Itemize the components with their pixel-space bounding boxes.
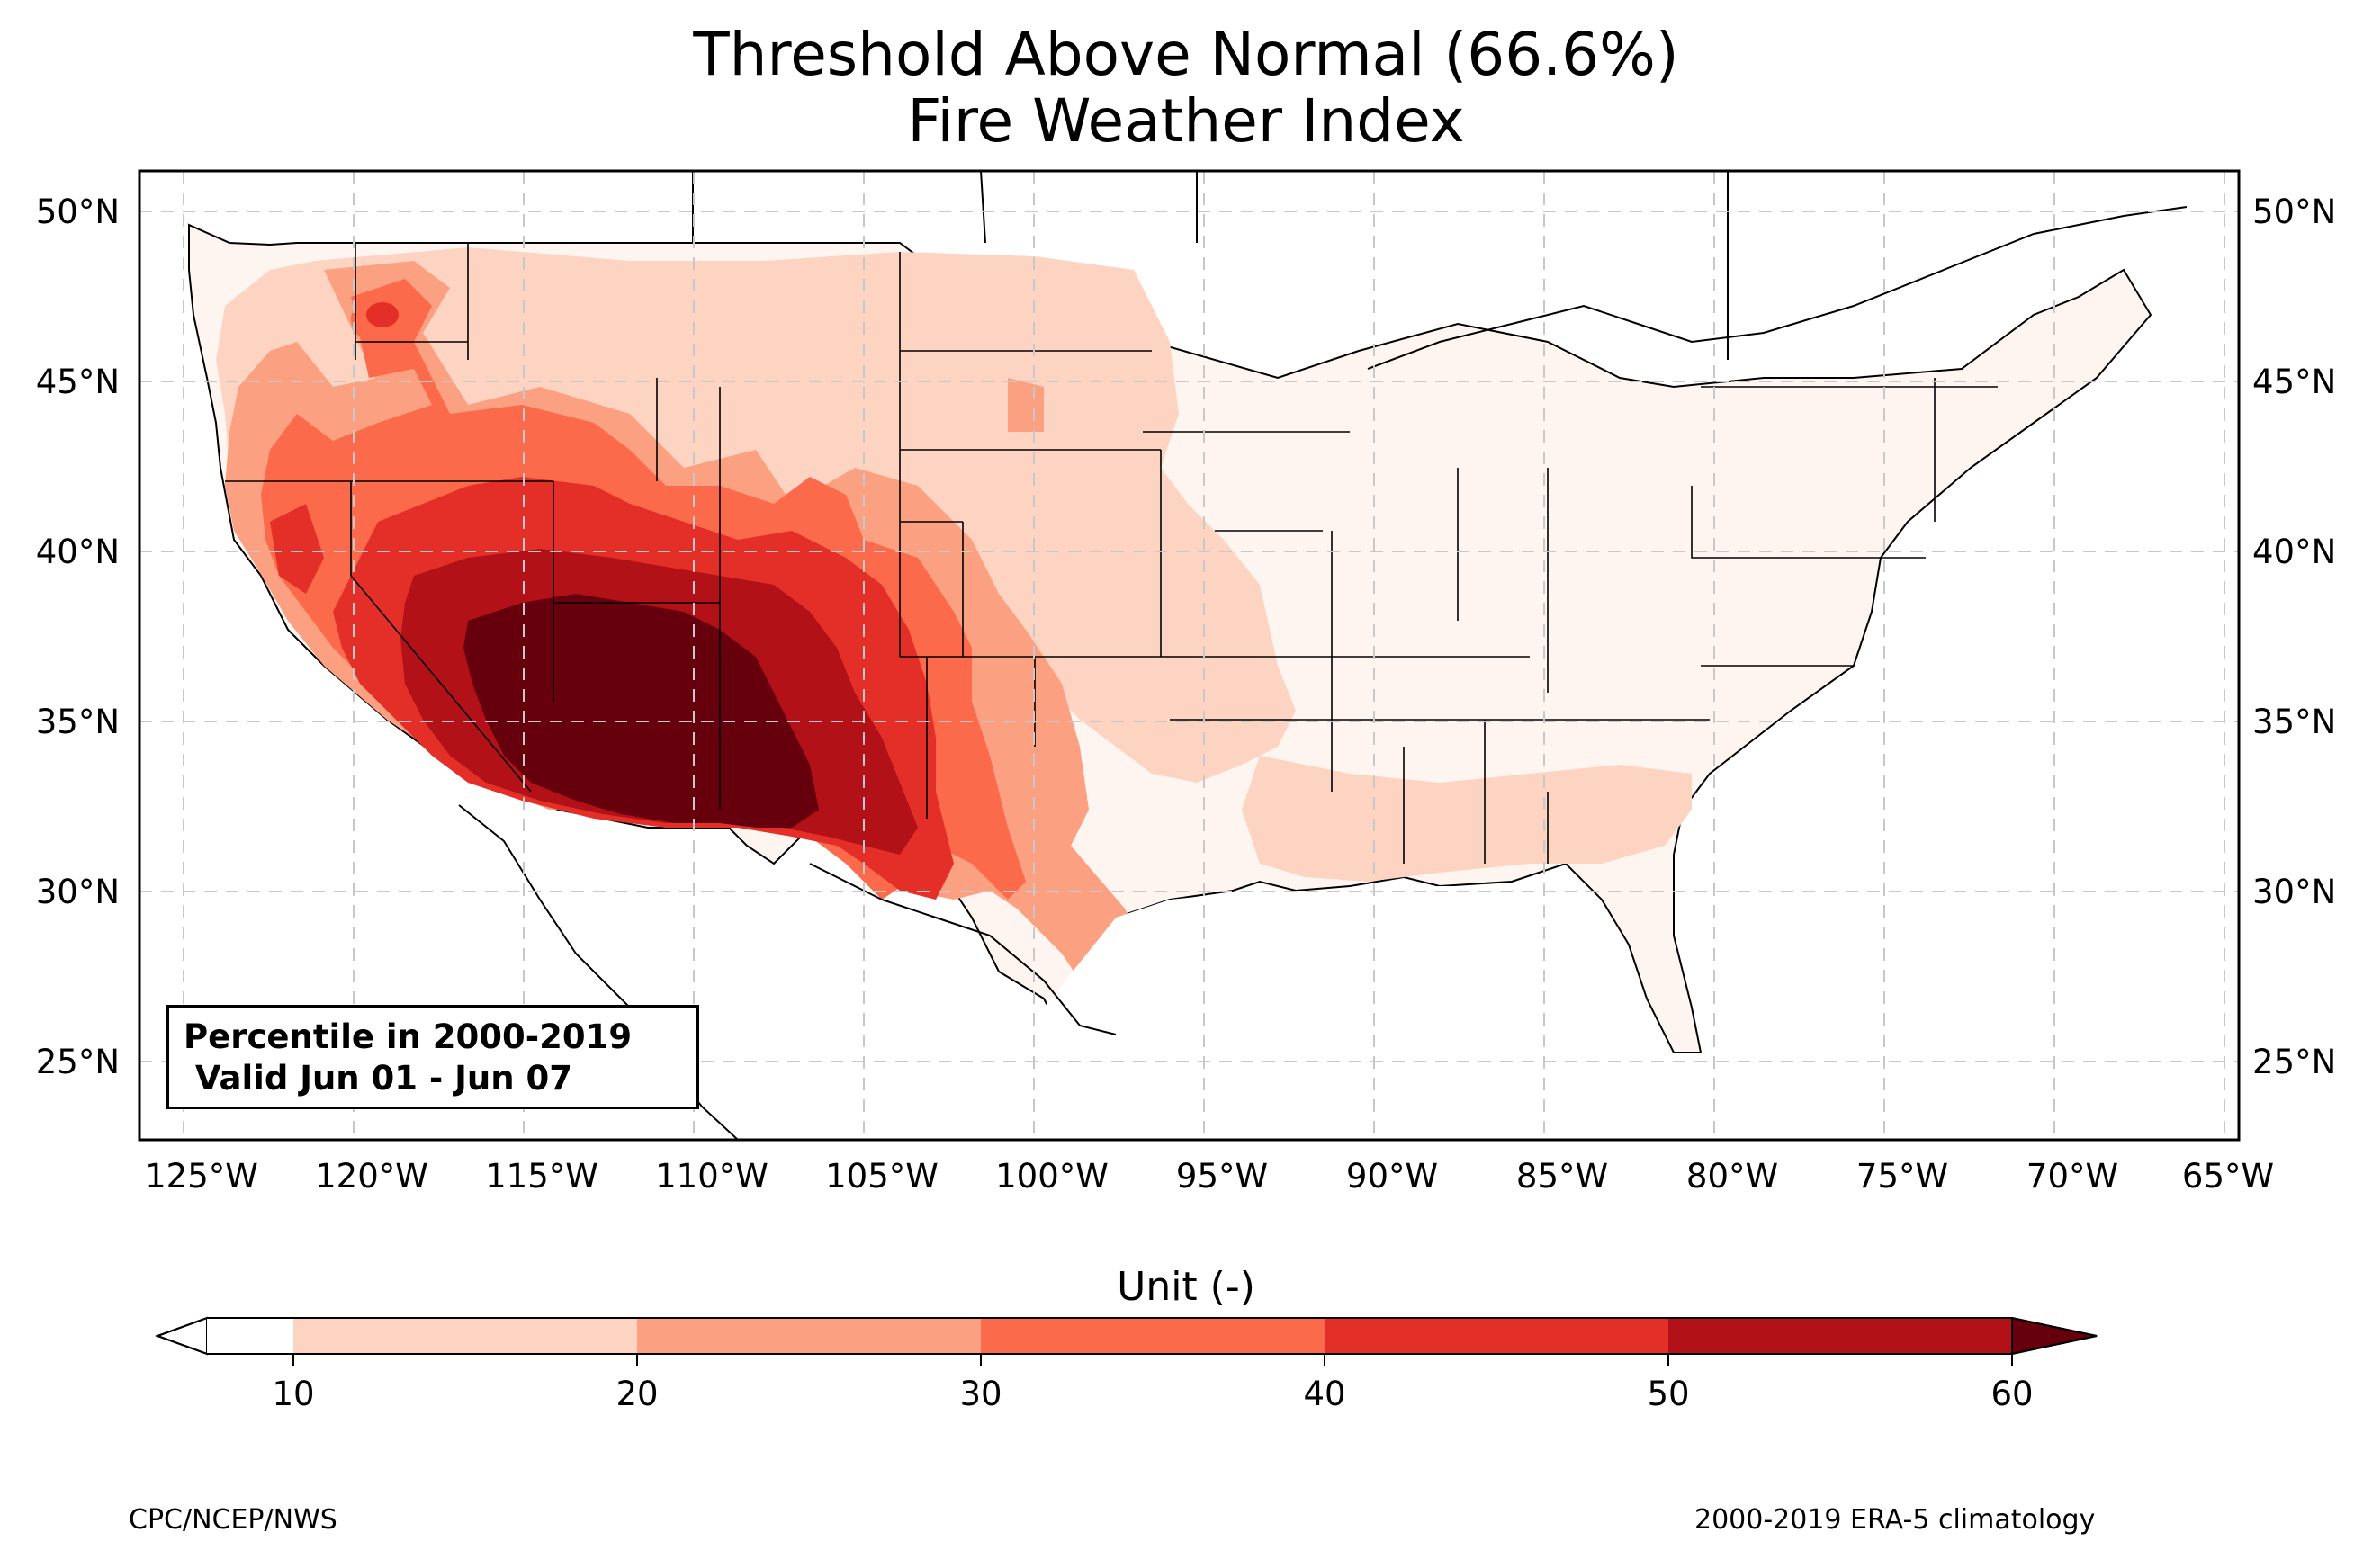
state-boundaries [225, 243, 1998, 864]
lat-tick-40n-right: 40°N [2252, 533, 2336, 571]
lon-tick-105w: 105°W [825, 1157, 939, 1196]
colorbar-tick-50: 50 [1647, 1375, 1689, 1413]
colorbar-under-fill [207, 1318, 293, 1354]
lat-tick-45n-right: 45°N [2252, 363, 2336, 401]
canada-outline [692, 171, 2188, 370]
colorbar: 10 20 30 40 50 60 [155, 1316, 2098, 1413]
colorbar-tick-30: 30 [959, 1375, 1002, 1413]
chart-title-line1: Threshold Above Normal (66.6%) [693, 20, 1679, 89]
colorbar-seg-40-50 [1325, 1318, 1668, 1354]
colorbar-title: Unit (-) [1117, 1264, 1255, 1310]
chart-title-line2: Fire Weather Index [907, 86, 1465, 156]
colorbar-tick-40: 40 [1303, 1375, 1345, 1413]
lat-tick-50n-right: 50°N [2252, 193, 2336, 231]
lat-tick-25n-right: 25°N [2252, 1043, 2336, 1081]
lat-tick-50n-left: 50°N [36, 193, 120, 231]
lat-tick-labels-left: 50°N 45°N 40°N 35°N 30°N 25°N [36, 193, 120, 1081]
colorbar-tick-10: 10 [272, 1375, 314, 1413]
lon-tick-120w: 120°W [315, 1157, 428, 1196]
lat-tick-35n-left: 35°N [36, 703, 120, 741]
map-frame [138, 169, 2241, 1142]
gulf-of-mexico [990, 886, 1665, 1140]
lon-tick-115w: 115°W [485, 1157, 598, 1196]
colorbar-seg-30-40 [981, 1318, 1325, 1354]
footer-credit: CPC/NCEP/NWS [129, 1504, 337, 1536]
colorbar-seg-50-60 [1668, 1318, 2012, 1354]
lon-tick-95w: 95°W [1176, 1157, 1268, 1196]
colorbar-seg-10-20 [293, 1318, 637, 1354]
lon-tick-labels: 125°W 120°W 115°W 110°W 105°W 100°W 95°W… [145, 1157, 2274, 1196]
lat-tick-labels-right: 50°N 45°N 40°N 35°N 30°N 25°N [2252, 193, 2336, 1081]
colorbar-seg-20-30 [637, 1318, 981, 1354]
fwi-hotspot-oregon-core [366, 302, 399, 327]
lon-tick-100w: 100°W [995, 1157, 1109, 1196]
legend-line2: Valid Jun 01 - Jun 07 [184, 1059, 572, 1098]
lon-tick-70w: 70°W [2026, 1157, 2118, 1196]
footer-climatology: 2000-2019 ERA-5 climatology [1694, 1504, 2096, 1536]
lat-tick-25n-left: 25°N [36, 1043, 120, 1081]
lon-tick-80w: 80°W [1686, 1157, 1778, 1196]
colorbar-over-arrow [2011, 1316, 2098, 1356]
lat-tick-30n-right: 30°N [2252, 873, 2336, 911]
lon-tick-125w: 125°W [145, 1157, 258, 1196]
lon-tick-110w: 110°W [655, 1157, 768, 1196]
lat-tick-35n-right: 35°N [2252, 703, 2336, 741]
colorbar-tick-20: 20 [615, 1375, 658, 1413]
map-plot-area [139, 171, 2239, 1140]
lat-tick-40n-left: 40°N [36, 533, 120, 571]
lon-tick-90w: 90°W [1346, 1157, 1438, 1196]
colorbar-under-arrow [155, 1316, 208, 1356]
lat-tick-30n-left: 30°N [36, 873, 120, 911]
lon-tick-65w: 65°W [2182, 1157, 2274, 1196]
legend-line1: Percentile in 2000-2019 [184, 1017, 633, 1056]
fwi-band-60-plus [463, 594, 819, 828]
lon-tick-75w: 75°W [1856, 1157, 1948, 1196]
colorbar-tick-60: 60 [1990, 1375, 2033, 1413]
lat-tick-45n-left: 45°N [36, 363, 120, 401]
legend-box: Percentile in 2000-2019 Valid Jun 01 - J… [166, 1005, 699, 1109]
lon-tick-85w: 85°W [1516, 1157, 1608, 1196]
